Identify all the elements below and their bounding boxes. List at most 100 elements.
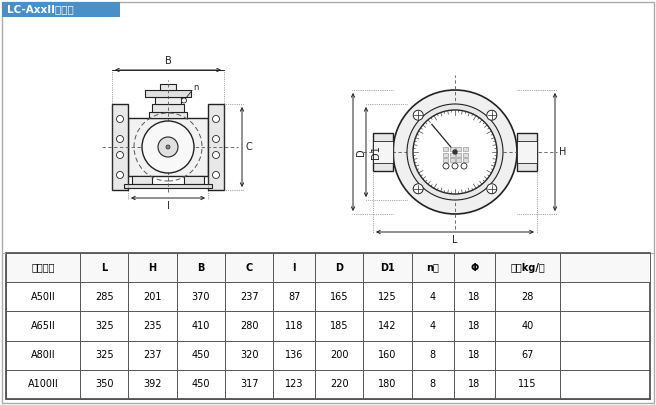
Text: 165: 165	[330, 292, 348, 302]
Circle shape	[117, 115, 123, 122]
Text: 125: 125	[379, 292, 397, 302]
Text: 87: 87	[288, 292, 300, 302]
Bar	[517, 133, 537, 171]
Text: L: L	[101, 262, 108, 273]
Circle shape	[213, 151, 220, 158]
Text: LC-AxxII型轻型: LC-AxxII型轻型	[7, 4, 73, 15]
Text: 320: 320	[240, 350, 258, 360]
Bar	[112, 104, 128, 190]
Text: 180: 180	[379, 379, 397, 389]
Bar	[449, 147, 455, 151]
Text: 18: 18	[468, 379, 481, 389]
Text: 285: 285	[95, 292, 113, 302]
Bar	[462, 153, 468, 156]
Bar	[208, 104, 224, 190]
Circle shape	[166, 145, 170, 149]
Bar	[449, 153, 455, 156]
Text: D: D	[356, 148, 366, 156]
Text: 8: 8	[430, 379, 436, 389]
Text: C: C	[246, 142, 253, 152]
Bar	[462, 158, 468, 162]
Circle shape	[142, 121, 194, 173]
Text: 220: 220	[330, 379, 348, 389]
Text: 237: 237	[143, 350, 162, 360]
Circle shape	[213, 171, 220, 179]
Bar	[449, 158, 455, 162]
Text: n: n	[193, 83, 198, 92]
Bar	[132, 176, 152, 184]
Circle shape	[487, 184, 497, 194]
Bar	[373, 133, 393, 171]
Circle shape	[117, 171, 123, 179]
Circle shape	[213, 115, 220, 122]
Text: B: B	[197, 262, 205, 273]
Bar	[124, 184, 212, 188]
Bar	[517, 141, 537, 163]
Bar	[128, 118, 208, 176]
Text: 136: 136	[285, 350, 303, 360]
Circle shape	[407, 104, 503, 200]
Text: 8: 8	[430, 350, 436, 360]
Circle shape	[461, 163, 467, 169]
Text: I: I	[167, 201, 169, 211]
Circle shape	[117, 136, 123, 143]
Text: 325: 325	[95, 321, 113, 331]
Bar	[2, 2, 120, 17]
Text: 118: 118	[285, 321, 303, 331]
Circle shape	[117, 151, 123, 158]
Bar	[443, 158, 448, 162]
Bar	[456, 158, 461, 162]
Text: A65II: A65II	[31, 321, 55, 331]
Bar	[149, 112, 187, 118]
Text: n个: n个	[426, 262, 439, 273]
Text: L: L	[452, 235, 458, 245]
Circle shape	[393, 90, 517, 214]
Bar	[160, 84, 176, 90]
Text: D: D	[335, 262, 343, 273]
Text: D1: D1	[380, 262, 395, 273]
Text: A80II: A80II	[31, 350, 55, 360]
Bar	[152, 104, 184, 112]
Text: B: B	[165, 56, 171, 66]
Circle shape	[413, 110, 497, 194]
Text: 115: 115	[518, 379, 537, 389]
Text: 280: 280	[240, 321, 258, 331]
Text: 4: 4	[430, 292, 436, 302]
Bar	[456, 153, 461, 156]
Bar	[443, 153, 448, 156]
Text: H: H	[559, 147, 566, 157]
Circle shape	[158, 137, 178, 157]
Bar	[456, 147, 461, 151]
Text: 28: 28	[522, 292, 534, 302]
Text: 317: 317	[240, 379, 258, 389]
Text: C: C	[245, 262, 253, 273]
Text: Φ: Φ	[470, 262, 479, 273]
Bar	[373, 141, 393, 163]
Bar	[462, 147, 468, 151]
Circle shape	[443, 163, 449, 169]
Bar	[443, 147, 448, 151]
Text: 142: 142	[379, 321, 397, 331]
Text: 410: 410	[192, 321, 210, 331]
Text: 201: 201	[143, 292, 162, 302]
Bar	[6, 253, 650, 399]
Text: A100II: A100II	[28, 379, 58, 389]
Text: A50II: A50II	[31, 292, 55, 302]
Text: 392: 392	[143, 379, 162, 389]
Text: 200: 200	[330, 350, 348, 360]
Text: 185: 185	[330, 321, 348, 331]
Circle shape	[452, 163, 458, 169]
Text: 4: 4	[430, 321, 436, 331]
Circle shape	[413, 184, 423, 194]
Text: 450: 450	[192, 379, 210, 389]
Text: 18: 18	[468, 321, 481, 331]
Bar	[155, 97, 181, 104]
Text: H: H	[148, 262, 157, 273]
Circle shape	[487, 110, 497, 120]
Text: 370: 370	[192, 292, 210, 302]
Text: 18: 18	[468, 350, 481, 360]
Circle shape	[213, 136, 220, 143]
Text: 235: 235	[143, 321, 162, 331]
Bar	[6, 253, 650, 282]
Text: 重量kg/台: 重量kg/台	[510, 262, 545, 273]
